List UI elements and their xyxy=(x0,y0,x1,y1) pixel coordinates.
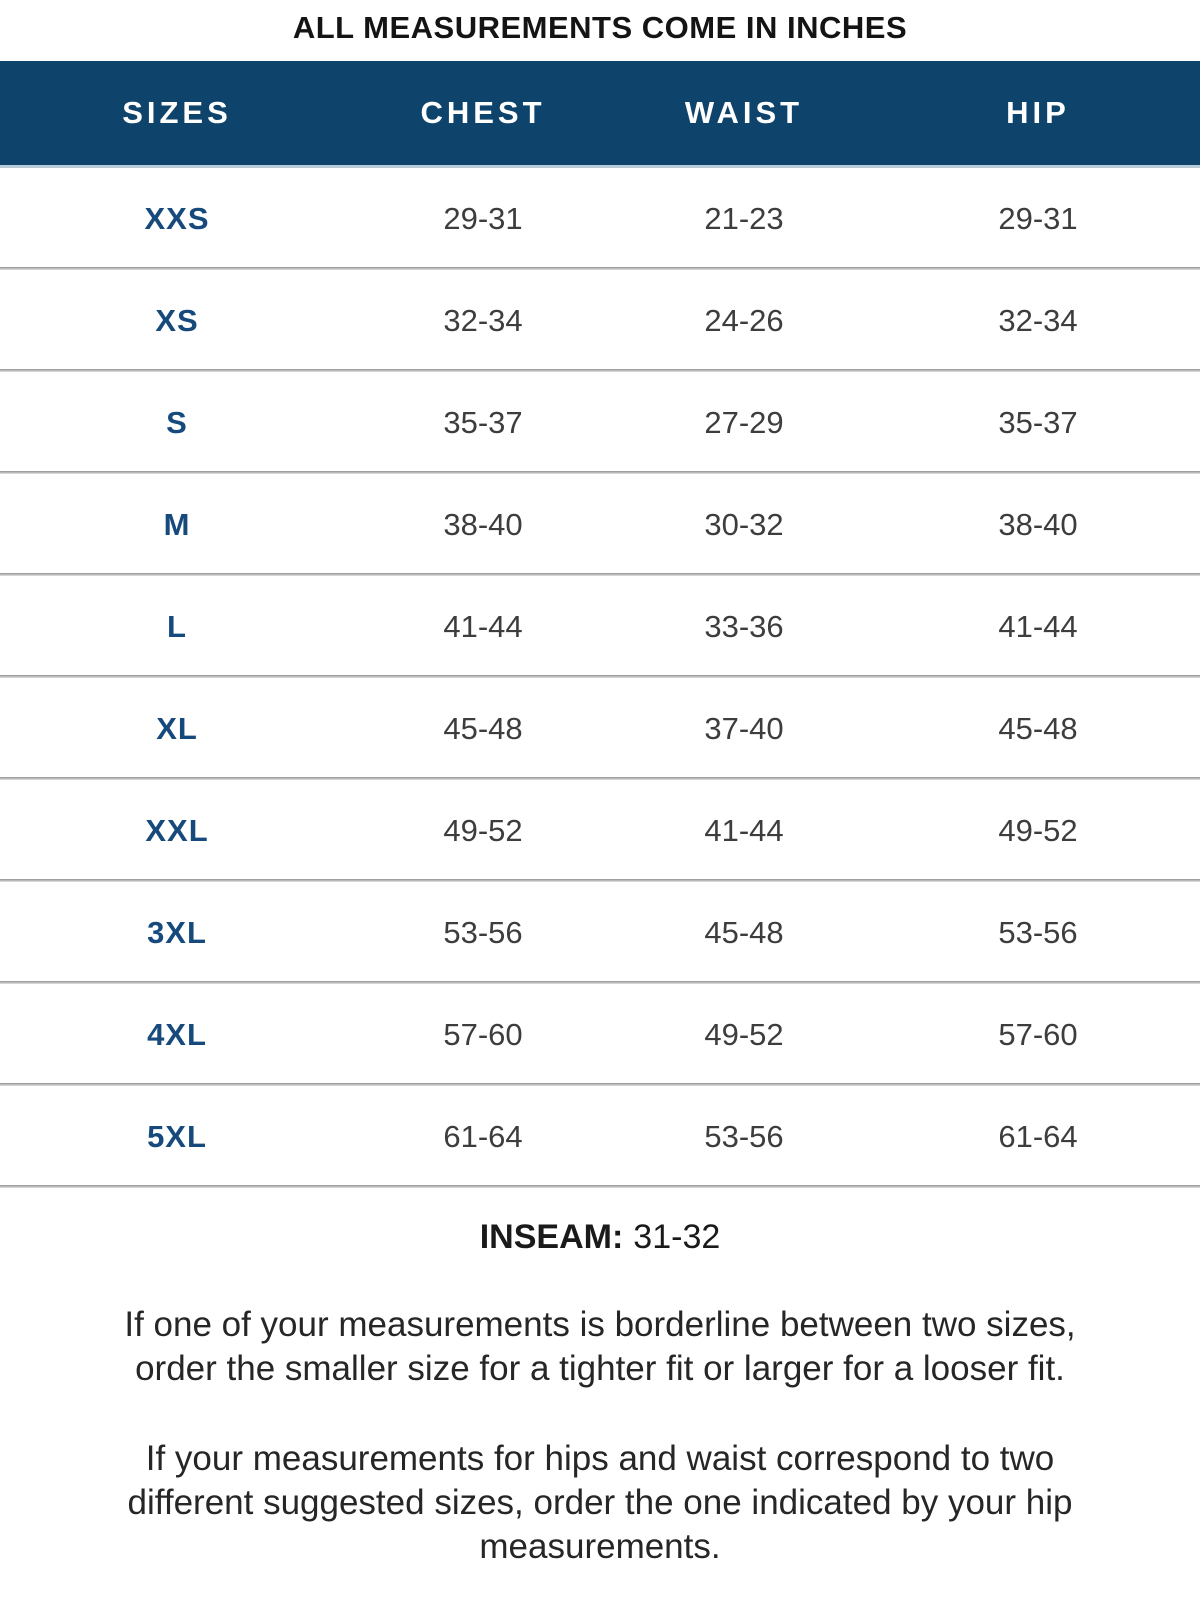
waist-value: 41-44 xyxy=(704,813,784,848)
hip-value: 41-44 xyxy=(998,609,1078,644)
table-row-5xl: 5XL 61-64 53-56 61-64 xyxy=(0,1086,1200,1188)
chest-value: 38-40 xyxy=(443,507,523,542)
size-table: SIZES CHEST WAIST HIP XXS 29-31 21-23 29… xyxy=(0,61,1200,1188)
hip-value: 49-52 xyxy=(998,813,1078,848)
table-row-xxl: XXL 49-52 41-44 49-52 xyxy=(0,780,1200,882)
hip-value: 61-64 xyxy=(998,1119,1078,1154)
waist-value: 33-36 xyxy=(704,609,784,644)
size-label: S xyxy=(166,405,188,440)
size-label: 3XL xyxy=(147,915,207,950)
hip-value: 57-60 xyxy=(998,1017,1078,1052)
hip-value: 53-56 xyxy=(998,915,1078,950)
hip-value: 35-37 xyxy=(998,405,1078,440)
chest-value: 41-44 xyxy=(443,609,523,644)
hip-value: 38-40 xyxy=(998,507,1078,542)
table-row-4xl: 4XL 57-60 49-52 57-60 xyxy=(0,984,1200,1086)
size-label: 5XL xyxy=(147,1119,207,1154)
chest-value: 53-56 xyxy=(443,915,523,950)
waist-value: 24-26 xyxy=(704,303,784,338)
size-label: XXS xyxy=(144,201,210,236)
table-row-l: L 41-44 33-36 41-44 xyxy=(0,576,1200,678)
size-label: XXL xyxy=(145,813,209,848)
chest-value: 32-34 xyxy=(443,303,523,338)
waist-value: 37-40 xyxy=(704,711,784,746)
column-header-hip: HIP xyxy=(1006,95,1070,130)
note-line: If one of your measurements is borderlin… xyxy=(124,1305,1076,1344)
size-label: XL xyxy=(156,711,198,746)
hip-value: 32-34 xyxy=(998,303,1078,338)
size-label: L xyxy=(167,609,187,644)
size-label: M xyxy=(163,507,191,542)
table-row-s: S 35-37 27-29 35-37 xyxy=(0,372,1200,474)
table-row-xxs: XXS 29-31 21-23 29-31 xyxy=(0,168,1200,270)
chest-value: 57-60 xyxy=(443,1017,523,1052)
chart-title: ALL MEASUREMENTS COME IN INCHES xyxy=(292,10,908,45)
inseam-label: INSEAM: xyxy=(479,1218,624,1256)
inseam-value: 31-32 xyxy=(633,1218,721,1256)
chest-value: 61-64 xyxy=(443,1119,523,1154)
table-row-xl: XL 45-48 37-40 45-48 xyxy=(0,678,1200,780)
waist-value: 49-52 xyxy=(704,1017,784,1052)
column-header-sizes: SIZES xyxy=(122,95,232,130)
chest-value: 35-37 xyxy=(443,405,523,440)
note-line: different suggested sizes, order the one… xyxy=(127,1483,1073,1522)
table-row-3xl: 3XL 53-56 45-48 53-56 xyxy=(0,882,1200,984)
size-label: 4XL xyxy=(147,1017,207,1052)
table-header-row: SIZES CHEST WAIST HIP xyxy=(0,61,1200,168)
hip-value: 29-31 xyxy=(998,201,1078,236)
waist-value: 45-48 xyxy=(704,915,784,950)
table-row-m: M 38-40 30-32 38-40 xyxy=(0,474,1200,576)
hip-value: 45-48 xyxy=(998,711,1078,746)
chest-value: 29-31 xyxy=(443,201,523,236)
column-header-chest: CHEST xyxy=(420,95,546,130)
waist-value: 27-29 xyxy=(704,405,784,440)
note-line: measurements. xyxy=(479,1527,721,1566)
note-borderline-sizes: If one of your measurements is borderlin… xyxy=(0,1303,1200,1391)
note-line: If your measurements for hips and waist … xyxy=(145,1439,1055,1478)
waist-value: 30-32 xyxy=(704,507,784,542)
size-label: XS xyxy=(155,303,199,338)
waist-value: 53-56 xyxy=(704,1119,784,1154)
chest-value: 49-52 xyxy=(443,813,523,848)
table-row-xs: XS 32-34 24-26 32-34 xyxy=(0,270,1200,372)
note-line: order the smaller size for a tighter fit… xyxy=(135,1349,1065,1388)
inseam-note: INSEAM: 31-32 xyxy=(0,1218,1200,1257)
chest-value: 45-48 xyxy=(443,711,523,746)
column-header-waist: WAIST xyxy=(684,95,804,130)
note-hip-waist: If your measurements for hips and waist … xyxy=(0,1437,1200,1569)
waist-value: 21-23 xyxy=(704,201,784,236)
